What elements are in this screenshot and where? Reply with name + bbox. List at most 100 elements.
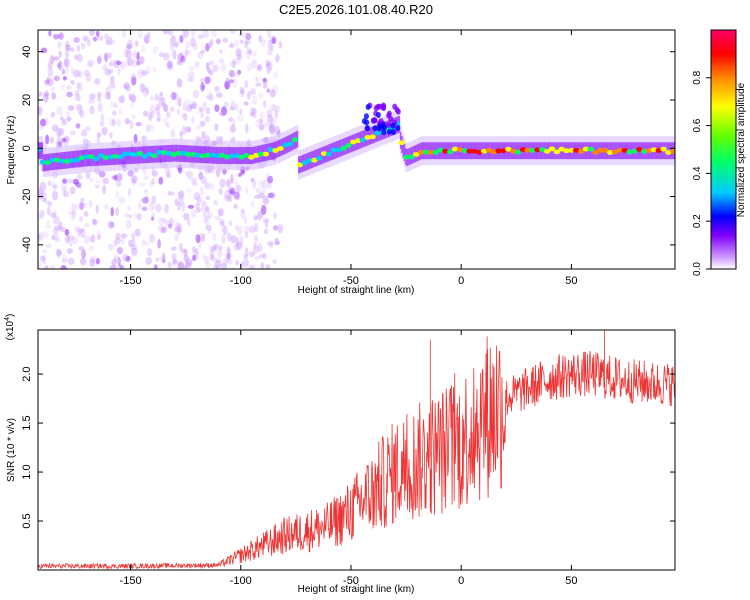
noise-speckle [219,220,225,226]
noise-speckle [43,197,48,203]
noise-speckle [143,241,150,246]
noise-speckle [151,170,158,177]
noise-speckle [216,249,223,258]
noise-speckle [110,75,115,84]
noise-speckle [248,225,256,234]
ridge-core [335,147,342,153]
noise-speckle [219,49,223,54]
noise-speckle [78,228,84,234]
ridge-band [403,144,406,161]
noise-speckle [136,56,143,63]
noise-speckle [50,111,56,118]
noise-speckle [184,171,189,177]
noise-speckle [215,257,221,264]
noise-speckle [42,140,48,150]
noise-speckle [80,227,86,238]
noise-speckle [172,92,179,101]
noise-speckle [160,102,167,108]
noise-speckle [72,178,79,185]
noise-speckle [183,248,188,258]
ridge-core [282,142,289,148]
ridge-core [136,151,144,156]
noise-speckle [157,112,161,122]
noise-speckle [158,224,165,234]
noise-speckle [75,123,81,129]
noise-speckle [194,61,200,69]
noise-speckle [57,40,64,48]
noise-speckle [267,48,273,56]
noise-speckle [47,61,53,70]
colorbar-gradient [710,29,737,270]
noise-speckle [134,40,139,47]
noise-speckle [97,234,101,241]
noise-speckle [203,215,209,224]
noise-speckle [248,49,253,55]
ridge-core [54,157,61,163]
noise-speckle [202,85,206,90]
noise-speckle [124,117,131,125]
noise-speckle [182,125,187,135]
noise-speckle [148,201,155,212]
noise-speckle [141,135,147,142]
noise-speckle [63,57,70,68]
noise-speckle [205,115,210,123]
noise-speckle [203,211,207,217]
noise-speckle [269,122,273,128]
noise-speckle [158,52,165,58]
noise-speckle [58,221,63,231]
ridge-bump [395,108,401,115]
ridge-core [156,149,163,155]
noise-speckle [123,49,129,58]
noise-speckle [49,56,55,65]
ridge-core [548,146,556,152]
noise-speckle [240,210,246,220]
noise-speckle [69,242,73,247]
noise-speckle [166,61,172,69]
noise-speckle [218,218,225,224]
noise-speckle [38,106,43,116]
noise-speckle [81,249,87,259]
noise-speckle [205,78,211,86]
ridge-core [311,157,318,163]
noise-speckle [166,122,170,129]
snr-xtick-label: -100 [230,575,252,587]
noise-speckle [244,186,249,195]
noise-speckle [191,116,195,124]
noise-speckle [85,126,91,132]
noise-speckle [142,196,149,204]
noise-speckle [236,53,243,61]
noise-speckle [218,188,223,195]
noise-speckle [235,241,243,250]
noise-speckle [240,89,245,97]
noise-speckle [114,174,118,181]
noise-speckle [49,264,55,269]
spectrogram-xtick-label: -150 [120,275,142,287]
noise-speckle [162,103,168,113]
noise-speckle [163,52,170,61]
noise-speckle [132,213,139,219]
ridge-core [490,149,498,155]
noise-speckle [90,255,96,263]
noise-speckle [130,93,136,103]
noise-speckle [132,50,138,59]
noise-speckle [113,59,120,68]
noise-speckle [248,264,256,269]
noise-speckle [198,207,202,213]
noise-speckle [195,196,203,202]
ridge-core [131,152,139,158]
noise-speckle [278,41,283,49]
ridge-core [126,151,134,157]
noise-speckle [38,190,44,201]
noise-speckle [205,62,210,71]
noise-speckle [191,245,196,254]
ridge-core [577,149,585,154]
noise-speckle [178,166,185,174]
noise-speckle [245,50,252,60]
noise-speckle [201,233,206,242]
snr-xlabel: Height of straight line (km) [298,584,415,595]
noise-speckle [67,104,75,111]
noise-speckle [266,30,272,39]
ridge-band [41,142,44,160]
noise-speckle [167,223,173,229]
noise-speckle [161,226,168,234]
